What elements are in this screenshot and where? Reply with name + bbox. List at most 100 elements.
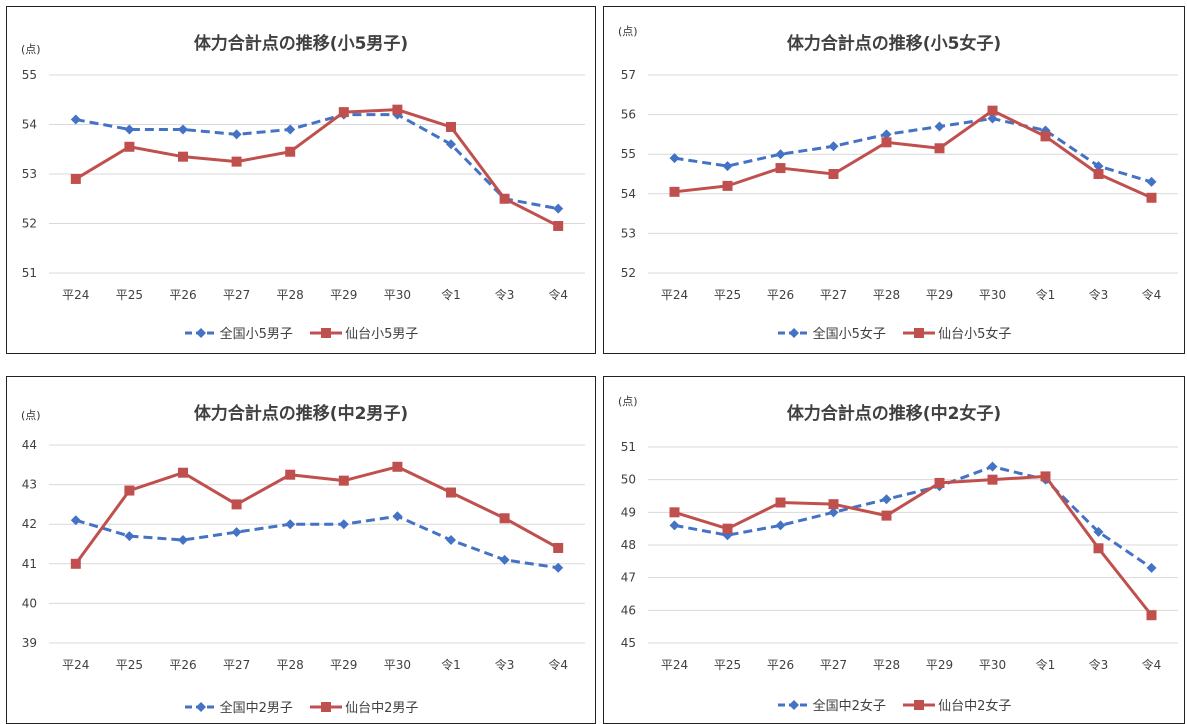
- y-tick-label: 51: [22, 266, 37, 280]
- data-point-diamond: [775, 149, 786, 160]
- data-point-diamond: [124, 124, 135, 135]
- data-point-square: [70, 558, 81, 569]
- data-point-diamond: [231, 527, 242, 538]
- data-point-square: [178, 151, 188, 162]
- data-point-diamond: [124, 531, 135, 542]
- data-point-square: [392, 461, 403, 472]
- data-point-square: [934, 477, 945, 488]
- series-line-1: [674, 109, 1153, 200]
- x-tick-label: 令1: [441, 287, 461, 302]
- data-point-diamond: [285, 124, 296, 135]
- data-point-square: [1146, 610, 1157, 621]
- data-point-square: [285, 146, 296, 157]
- data-point-square: [231, 156, 242, 167]
- chart-legend: 全国小5男子 仙台小5男子: [7, 323, 595, 343]
- dashed-diamond-line-icon: [184, 701, 217, 712]
- legend-item-sendai: 仙台中2女子: [902, 695, 1011, 714]
- data-point-square: [987, 105, 998, 116]
- legend-item-sendai: 仙台中2男子: [309, 697, 418, 716]
- data-point-square: [934, 143, 945, 154]
- y-tick-label: 53: [22, 167, 37, 181]
- legend-label: 全国小5女子: [812, 327, 886, 342]
- x-tick-label: 令1: [1036, 657, 1056, 672]
- x-tick-label: 平26: [169, 658, 196, 672]
- data-point-square: [881, 510, 892, 521]
- data-point-diamond: [499, 554, 510, 565]
- y-tick-label: 54: [621, 187, 636, 201]
- y-tick-label: 45: [621, 636, 636, 650]
- series-line-1: [75, 108, 559, 228]
- x-tick-label: 平24: [661, 288, 688, 302]
- data-point-square: [775, 163, 786, 174]
- data-point-square: [1093, 169, 1104, 179]
- series-line-1: [74, 465, 559, 565]
- legend-item-national: 全国中2男子: [184, 697, 293, 716]
- legend-label: 仙台中2男子: [345, 701, 419, 716]
- chart-panel-boys-grade8: (点) 体力合計点の推移(中2男子) 39 40 41 42 43 44 平24 平25 平26…: [6, 376, 596, 724]
- x-tick-label: 平28: [277, 658, 304, 672]
- data-point-diamond: [70, 114, 81, 125]
- legend-label: 全国中2女子: [812, 699, 886, 714]
- x-tick-label: 令3: [495, 287, 515, 302]
- data-point-diamond: [1093, 161, 1104, 172]
- dashed-diamond-line-icon: [184, 327, 217, 338]
- data-point-diamond: [987, 461, 998, 472]
- data-point-diamond: [338, 519, 349, 530]
- series-line-0: [75, 113, 559, 211]
- data-point-diamond: [669, 153, 680, 164]
- y-tick-label: 54: [22, 118, 37, 132]
- legend-label: 全国小5男子: [219, 327, 293, 342]
- x-tick-label: 平29: [926, 658, 953, 672]
- data-point-square: [775, 497, 786, 508]
- x-tick-label: 平27: [820, 658, 847, 672]
- legend-item-national: 全国小5女子: [777, 323, 886, 342]
- series-line-0: [674, 117, 1152, 184]
- line-chart: 45 46 47 48 49 50 51 平24 平25 平26 平27 平28 平29 平30 令1 令3 令…: [621, 440, 1178, 672]
- data-point-square: [499, 513, 510, 524]
- data-point-diamond: [70, 515, 81, 526]
- data-point-square: [70, 173, 81, 184]
- data-point-square: [1146, 192, 1157, 203]
- x-tick-label: 令1: [441, 657, 461, 672]
- data-point-diamond: [987, 113, 998, 124]
- y-tick-label: 55: [621, 147, 636, 161]
- dashed-diamond-line-icon: [777, 327, 810, 338]
- data-point-diamond: [392, 511, 403, 522]
- data-point-diamond: [446, 139, 456, 150]
- x-tick-label: 平26: [169, 288, 196, 302]
- data-point-square: [669, 186, 680, 197]
- y-tick-label: 49: [621, 505, 636, 519]
- y-unit-label: (点): [21, 43, 41, 56]
- data-point-square: [553, 542, 564, 553]
- data-point-square: [499, 193, 510, 204]
- chart-title: 体力合計点の推移(小5男子): [193, 34, 409, 54]
- data-point-diamond: [446, 535, 456, 546]
- y-tick-label: 43: [22, 478, 37, 492]
- x-tick-label: 平25: [714, 288, 741, 302]
- data-point-square: [1093, 543, 1104, 554]
- y-tick-label: 42: [22, 517, 37, 531]
- line-chart: 51 52 53 54 55 平24 平25 平26 平27 平28 平29 平30 令1 令3 令4: [22, 68, 585, 302]
- chart-title: 体力合計点の推移(中2男子): [193, 404, 409, 424]
- x-tick-label: 令4: [548, 287, 568, 302]
- data-point-square: [881, 137, 892, 148]
- data-point-square: [828, 499, 839, 510]
- legend-label: 仙台小5女子: [938, 327, 1012, 342]
- series-line-0: [674, 465, 1153, 570]
- data-point-diamond: [553, 203, 564, 214]
- y-tick-label: 48: [621, 538, 636, 552]
- data-point-square: [338, 475, 349, 486]
- y-unit-label: (点): [21, 409, 41, 422]
- legend-item-sendai: 仙台小5男子: [309, 323, 418, 342]
- x-tick-label: 平29: [926, 288, 953, 302]
- solid-square-line-icon: [903, 327, 936, 338]
- y-tick-label: 56: [621, 108, 636, 122]
- data-point-square: [446, 487, 456, 498]
- data-point-diamond: [285, 519, 296, 530]
- chart-title: 体力合計点の推移(中2女子): [786, 404, 1002, 424]
- dashed-diamond-line-icon: [777, 699, 810, 710]
- data-point-square: [285, 469, 296, 480]
- data-point-diamond: [178, 124, 188, 135]
- data-point-square: [178, 467, 188, 478]
- solid-square-line-icon: [310, 701, 343, 712]
